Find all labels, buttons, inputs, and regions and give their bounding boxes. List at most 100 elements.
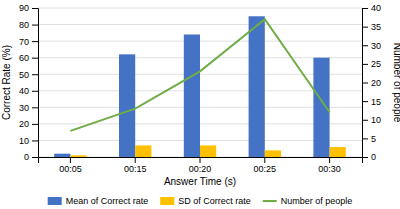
- bar: [200, 145, 216, 157]
- tick-mark: [32, 107, 38, 108]
- tick-mark: [135, 157, 136, 163]
- legend-swatch: [263, 200, 277, 202]
- tick-label: 10: [19, 136, 29, 146]
- tick: 70: [19, 36, 38, 46]
- tick: 30: [19, 103, 38, 113]
- legend-item: Number of people: [263, 196, 353, 206]
- tick: 50: [19, 70, 38, 80]
- tick-label: 00:25: [254, 164, 277, 174]
- tick: 00:05: [59, 157, 82, 174]
- tick-mark: [362, 101, 368, 102]
- tick: 40: [19, 86, 38, 96]
- tick-label: 30: [19, 103, 29, 113]
- tick-label: 20: [371, 78, 381, 88]
- y2-axis-title: Number of people: [392, 43, 400, 123]
- tick-mark: [200, 157, 201, 163]
- tick-mark: [32, 41, 38, 42]
- tick-label: 15: [371, 97, 381, 107]
- tick: 20: [19, 119, 38, 129]
- tick-label: 35: [371, 22, 381, 32]
- bar: [135, 145, 151, 157]
- tick-mark: [32, 140, 38, 141]
- y2-axis: 0 5 10 15 20 25 30 35 40: [362, 3, 381, 162]
- tick: 00:30: [318, 157, 341, 174]
- tick-mark: [362, 138, 368, 139]
- tick: 00:25: [254, 157, 277, 174]
- bar: [265, 150, 281, 157]
- bar: [184, 34, 200, 157]
- marks: [54, 16, 346, 157]
- legend-label: Mean of Correct rate: [66, 196, 149, 206]
- tick-mark: [362, 27, 368, 28]
- tick-mark: [70, 157, 71, 163]
- tick-mark: [32, 58, 38, 59]
- tick-label: 00:30: [318, 164, 341, 174]
- legend-label: Number of people: [281, 196, 353, 206]
- tick: 30: [362, 41, 381, 51]
- line: [70, 19, 329, 131]
- tick-mark: [264, 157, 265, 163]
- tick: 90: [19, 3, 38, 13]
- tick-mark: [362, 45, 368, 46]
- bar-series: [70, 145, 345, 157]
- tick-label: 00:15: [124, 164, 147, 174]
- tick-label: 40: [19, 86, 29, 96]
- chart: 0 10 20 30 40 50 60 70 80 90 0 5 10 15 20 25 30 35 40 00:05…: [0, 0, 400, 209]
- tick: 25: [362, 59, 381, 69]
- plot: 0 10 20 30 40 50 60 70 80 90 0 5 10 15 20 25 30 35 40 00:05…: [1, 3, 400, 187]
- tick-mark: [32, 157, 38, 158]
- tick-label: 90: [19, 3, 29, 13]
- tick: 0: [24, 152, 38, 162]
- grid-line: [38, 8, 362, 9]
- tick-label: 50: [19, 70, 29, 80]
- tick: 80: [19, 20, 38, 30]
- y-axis: 0 10 20 30 40 50 60 70 80 90: [19, 3, 39, 162]
- tick-label: 0: [371, 152, 376, 162]
- tick: 00:15: [124, 157, 147, 174]
- tick-mark: [362, 8, 368, 9]
- tick-mark: [362, 64, 368, 65]
- tick-label: 25: [371, 59, 381, 69]
- tick-mark: [32, 91, 38, 92]
- tick: 40: [362, 3, 381, 13]
- tick-mark: [329, 157, 330, 163]
- bar: [119, 54, 135, 157]
- tick: 35: [362, 22, 381, 32]
- tick: 5: [362, 134, 376, 144]
- bar: [330, 147, 346, 157]
- tick-label: 60: [19, 53, 29, 63]
- tick-mark: [32, 25, 38, 26]
- tick-label: 00:05: [59, 164, 82, 174]
- bar: [249, 16, 265, 157]
- legend-label: SD of Correct rate: [178, 196, 251, 206]
- grid-line: [38, 24, 362, 25]
- tick: 10: [19, 136, 38, 146]
- x-axis: 00:05 00:15 00:20 00:25 00:30: [39, 157, 363, 174]
- legend-item: Mean of Correct rate: [48, 196, 149, 206]
- tick: 20: [362, 78, 381, 88]
- bar: [70, 155, 86, 157]
- tick-label: 5: [371, 134, 376, 144]
- tick: 0: [362, 152, 376, 162]
- tick-label: 00:20: [189, 164, 212, 174]
- tick-label: 80: [19, 20, 29, 30]
- tick: 10: [362, 115, 381, 125]
- axis-domain: [363, 9, 369, 158]
- tick-mark: [32, 74, 38, 75]
- axis-domain: [39, 158, 363, 164]
- tick-label: 10: [371, 115, 381, 125]
- legend-swatch: [48, 197, 62, 205]
- tick: 00:20: [189, 157, 212, 174]
- tick: 15: [362, 97, 381, 107]
- axis-domain: [32, 9, 39, 158]
- tick: 60: [19, 53, 38, 63]
- tick-mark: [32, 124, 38, 125]
- bar: [54, 154, 70, 157]
- tick-label: 70: [19, 36, 29, 46]
- x-axis-title: Answer Time (s): [164, 176, 236, 187]
- tick-label: 30: [371, 41, 381, 51]
- tick-mark: [362, 120, 368, 121]
- legend-item: SD of Correct rate: [160, 196, 251, 206]
- bar-series: [54, 16, 329, 157]
- grid: [38, 8, 362, 157]
